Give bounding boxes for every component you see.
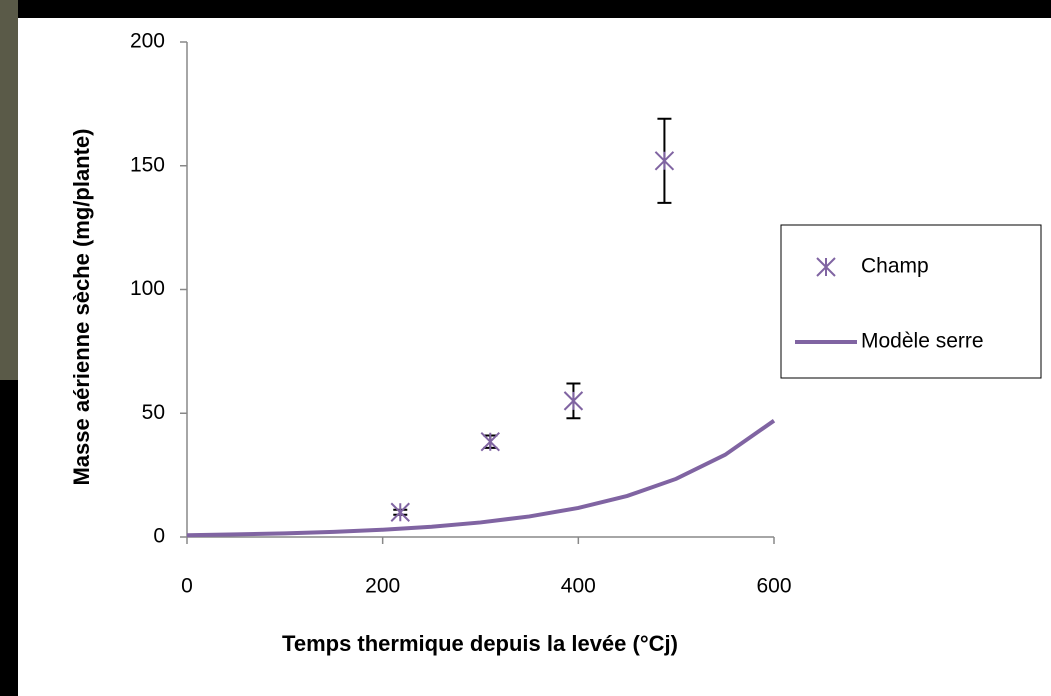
legend-box (780, 224, 1042, 379)
point (480, 432, 500, 452)
legend-label: Modèle serre (861, 330, 984, 353)
model-line (186, 419, 776, 538)
y-tick-label: 100 (130, 277, 165, 300)
left-photo-strip (0, 0, 18, 380)
legend-marker (816, 257, 836, 277)
x-tick-label: 0 (181, 575, 193, 598)
x-tick-label: 600 (756, 575, 791, 598)
x-tick-label: 200 (365, 575, 400, 598)
x-tick-label: 400 (561, 575, 596, 598)
y-tick-label: 200 (130, 30, 165, 53)
y-tick-label: 150 (130, 153, 165, 176)
point (563, 391, 584, 411)
top-strip (0, 0, 1051, 18)
y-tick-label: 50 (142, 401, 165, 424)
point (654, 151, 675, 171)
x-axis-title: Temps thermique depuis la levée (°Cj) (282, 631, 678, 656)
legend-label: Champ (861, 255, 929, 278)
left-strip (0, 380, 18, 696)
y-tick-label: 0 (153, 525, 165, 548)
y-axis-title: Masse aérienne sèche (mg/plante) (69, 128, 94, 485)
point (390, 502, 410, 522)
